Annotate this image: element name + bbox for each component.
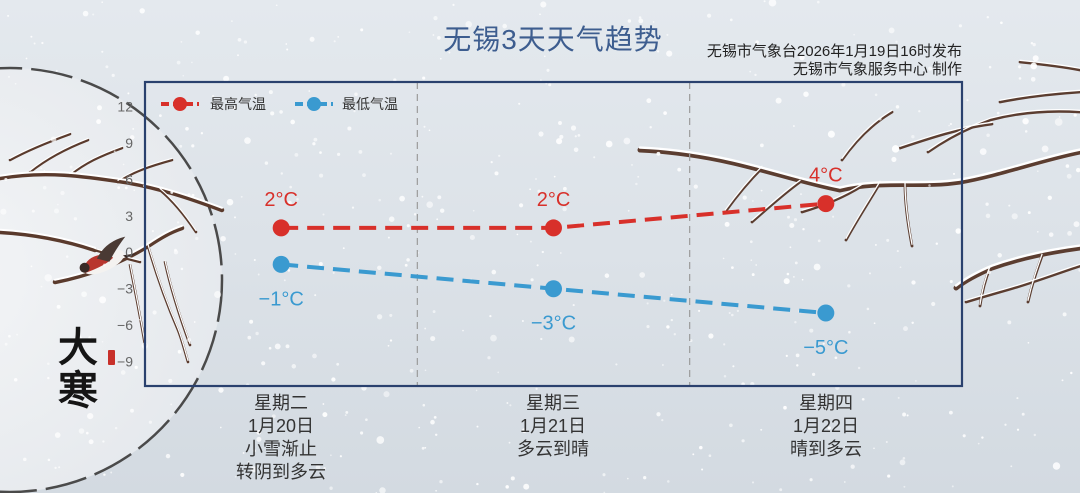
data-label-high: 2°C bbox=[537, 189, 571, 211]
red-seal-icon bbox=[108, 350, 115, 365]
producer-line: 无锡市气象服务中心 制作 bbox=[792, 61, 962, 78]
legend-marker-dot bbox=[307, 97, 321, 111]
weather-text: 转阴到多云 bbox=[236, 462, 326, 482]
data-label-high: 4°C bbox=[809, 165, 843, 187]
issuer-line: 无锡市气象台2026年1月19日16时发布 bbox=[706, 43, 962, 60]
bird-icon bbox=[79, 236, 138, 275]
date-label: 1月20日 bbox=[247, 416, 315, 436]
day-column: 星期二 1月20日 小雪渐止 转阴到多云 bbox=[181, 392, 381, 484]
data-label-low: −3°C bbox=[531, 313, 576, 335]
chart-title: 无锡3天天气趋势 bbox=[443, 24, 663, 55]
y-tick-label: −6 bbox=[117, 317, 133, 333]
weather-text: 晴到多云 bbox=[790, 439, 862, 459]
weekday-label: 星期四 bbox=[799, 393, 853, 413]
data-point-high bbox=[545, 219, 562, 237]
weekday-label: 星期三 bbox=[526, 393, 580, 413]
legend: 最高气温 最低气温 bbox=[161, 96, 398, 112]
weather-text: 小雪渐止 bbox=[245, 439, 317, 459]
date-label: 1月22日 bbox=[792, 416, 860, 436]
date-label: 1月21日 bbox=[519, 416, 587, 436]
y-tick-label: −3 bbox=[117, 281, 133, 297]
y-tick-label: 9 bbox=[125, 135, 133, 151]
y-tick-label: 3 bbox=[125, 208, 133, 224]
legend-label: 最高气温 bbox=[210, 96, 266, 112]
data-point-high bbox=[272, 219, 290, 237]
data-label-high: 2°C bbox=[264, 189, 298, 211]
data-point-high bbox=[817, 195, 835, 213]
data-point-low bbox=[545, 280, 562, 298]
weekday-label: 星期二 bbox=[254, 393, 308, 413]
data-label-low: −1°C bbox=[259, 288, 304, 310]
y-tick-label: 0 bbox=[125, 244, 133, 260]
legend-label: 最低气温 bbox=[342, 96, 398, 112]
plot-frame bbox=[143, 80, 964, 388]
day-column: 星期三 1月21日 多云到晴 bbox=[453, 392, 653, 461]
legend-marker-dot bbox=[173, 97, 187, 111]
solar-term-calligraphy: 大寒 bbox=[51, 326, 98, 412]
y-tick-label: −9 bbox=[117, 354, 133, 370]
weather-text: 多云到晴 bbox=[517, 439, 589, 459]
day-column: 星期四 1月22日 晴到多云 bbox=[726, 392, 926, 461]
data-point-low bbox=[817, 304, 835, 322]
y-tick-label: 6 bbox=[125, 171, 133, 187]
legend-item-low: 最低气温 bbox=[295, 96, 398, 112]
legend-item-high: 最高气温 bbox=[161, 96, 266, 112]
data-label-low: −5°C bbox=[803, 337, 848, 359]
data-point-low bbox=[272, 255, 290, 273]
y-tick-label: 12 bbox=[117, 98, 133, 114]
